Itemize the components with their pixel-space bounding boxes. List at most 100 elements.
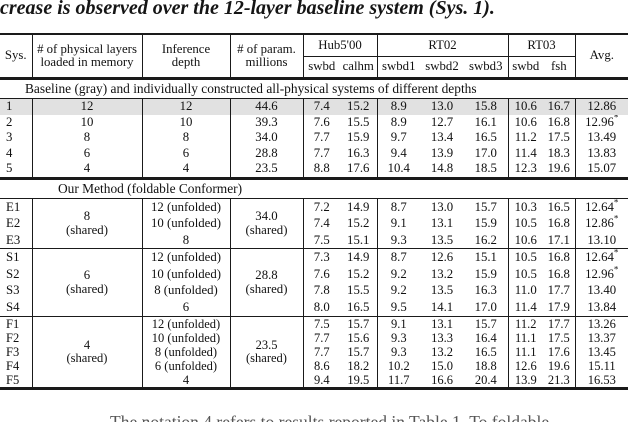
wer-cell: 7.2 <box>313 199 330 214</box>
col-subheader-fsh: fsh <box>543 56 576 79</box>
wer-cell: 13.0 <box>430 199 454 214</box>
wer-cell: 7.5 <box>303 316 340 332</box>
wer-cell: 15.5 <box>340 282 378 300</box>
wer-cell: 11.4 <box>514 145 537 160</box>
sys-cell: 3 <box>0 130 33 146</box>
wer-cell: 16.5 <box>464 130 509 146</box>
wer-cell: 12.6 <box>420 248 465 267</box>
wer-cell: 15.7 <box>340 316 378 332</box>
avg-value: 13.10 <box>587 232 617 247</box>
table-row: E1 8 (shared) 12 (unfolded) 34.0 (shared) 7.2 1… <box>0 198 628 249</box>
wer-cell: 15.2 <box>340 266 378 283</box>
param-cell: 23.5 <box>230 161 304 179</box>
depth-cell: 8 <box>142 231 231 249</box>
wer-cell: 10.3 <box>514 199 537 214</box>
avg-cell: 13.10 <box>575 232 628 249</box>
table-row: F3 8 (unfolded) 7.7 15.7 9.3 13.2 16.5 11.1 17.6… <box>0 345 628 360</box>
wer-cell: 13.2 <box>431 345 453 359</box>
col-header-layers: # of physical layers loaded in memory <box>32 34 143 79</box>
table-row: S4 6 8.0 16.5 9.5 14.1 17.0 11.4 17.9 13.84 <box>0 299 628 317</box>
wer-cell: 8.9 <box>377 98 421 115</box>
shared-value-line1: 34.0 <box>255 208 278 223</box>
wer-cell: 13.9 <box>514 373 537 387</box>
wer-cell: 13.9 <box>430 145 454 160</box>
avg-value: 13.45 <box>587 345 616 359</box>
table-row: E2 10 (unfolded) 7.4 15.2 9.1 13.1 15.9 10.5 16.… <box>0 215 628 232</box>
section-method: Our Method (foldable Conformer) <box>0 176 628 199</box>
wer-cell: 10.5 <box>514 266 537 281</box>
wer-cell: 17.5 <box>543 331 576 346</box>
wer-cell: 9.3 <box>390 331 407 345</box>
depth-cell: 6 (unfolded) <box>142 359 231 374</box>
sys-cell: E1 <box>0 198 33 216</box>
wer-cell: 13.5 <box>430 283 454 298</box>
sys-cell: 5 <box>0 161 33 179</box>
avg-value: 13.40 <box>587 283 617 298</box>
col-header-inference-line1: Inference <box>161 41 211 56</box>
wer-cell: 11.4 <box>514 300 537 315</box>
sys-cell: 4 <box>0 145 33 162</box>
wer-cell: 13.0 <box>420 98 465 115</box>
wer-cell: 13.5 <box>430 232 454 247</box>
wer-cell: 7.6 <box>313 266 330 281</box>
wer-cell: 10.5 <box>508 248 544 267</box>
layers-cell: 8 <box>32 130 143 146</box>
wer-cell: 16.1 <box>464 114 509 131</box>
wer-cell: 7.7 <box>313 345 330 359</box>
star-marker: * <box>613 248 619 258</box>
wer-cell: 10.6 <box>514 232 537 247</box>
col-header-inference-depth: Inference depth <box>142 34 231 79</box>
wer-cell: 11.0 <box>514 283 537 298</box>
wer-cell: 14.9 <box>340 198 378 216</box>
wer-cell: 15.0 <box>431 359 453 373</box>
wer-cell: 7.5 <box>313 232 330 247</box>
wer-cell: 17.7 <box>543 316 576 332</box>
avg-cell: 12.86 <box>575 98 628 115</box>
col-header-layers-line2: loaded in memory <box>40 55 134 69</box>
shared-value-line2: (shared) <box>245 281 288 296</box>
wer-cell: 12.7 <box>430 114 454 129</box>
table-row: 2 10 10 39.3 7.6 15.5 8.9 12.7 16.1 10.6 16.8 12.96… <box>0 114 628 131</box>
star-marker: * <box>613 114 619 123</box>
shared-value-line2: (shared) <box>66 281 108 296</box>
avg-value: 12.96 <box>585 114 614 129</box>
col-header-params-line1: # of param. <box>237 41 296 56</box>
layers-cell: 6 <box>32 145 143 162</box>
shared-layers-cell: 4 (shared) <box>32 316 143 389</box>
wer-cell: 9.2 <box>390 266 407 281</box>
wer-cell: 19.6 <box>543 359 576 374</box>
shared-value-line1: 23.5 <box>255 337 278 352</box>
wer-cell: 16.8 <box>543 114 576 131</box>
wer-cell: 7.4 <box>313 216 330 230</box>
avg-value: 13.26 <box>587 316 616 331</box>
depth-cell: 12 (unfolded) <box>142 198 231 216</box>
wer-cell: 9.3 <box>390 232 407 247</box>
col-subheader-rt03-swbd: swbd <box>512 59 540 74</box>
sys-cell: S1 <box>0 248 33 267</box>
star-marker: * <box>613 198 619 208</box>
wer-cell: 15.7 <box>340 345 378 360</box>
shared-value-line2: (shared) <box>66 222 108 237</box>
section-title-row: Baseline (gray) and individually constru… <box>0 77 628 99</box>
body-text-fragment: crease is observed over the 12-layer bas… <box>0 0 495 19</box>
wer-cell: 10.6 <box>508 98 544 115</box>
wer-cell: 15.1 <box>340 231 378 249</box>
body-text-fragment-clipped: The notation 4 refers to results reporte… <box>110 412 550 422</box>
wer-cell: 11.2 <box>508 316 544 332</box>
shared-value-line2: (shared) <box>245 222 288 237</box>
layers-cell: 10 <box>32 114 143 131</box>
avg-value: 13.37 <box>587 331 616 345</box>
shared-param-cell: 34.0 (shared) <box>230 198 304 249</box>
table-row: F4 6 (unfolded) 8.6 18.2 10.2 15.0 18.8 12.6 19.… <box>0 359 628 374</box>
col-header-params-line2: millions <box>245 55 288 69</box>
shared-value-line1: 28.8 <box>255 268 278 283</box>
table-row: E3 8 7.5 15.1 9.3 13.5 16.2 10.6 17.1 13.10 <box>0 231 628 249</box>
wer-cell: 14.8 <box>430 161 454 176</box>
shared-value-line2: (shared) <box>246 351 287 366</box>
wer-cell: 9.1 <box>390 216 407 230</box>
sys-cell: S4 <box>0 299 33 317</box>
wer-cell: 16.6 <box>431 373 453 387</box>
table-row: 5 4 4 23.5 8.8 17.6 10.4 14.8 18.5 12.3 19.6 15.07 <box>0 161 628 179</box>
wer-cell: 16.5 <box>340 299 378 317</box>
col-subheader-swbd: swbd <box>308 59 336 74</box>
